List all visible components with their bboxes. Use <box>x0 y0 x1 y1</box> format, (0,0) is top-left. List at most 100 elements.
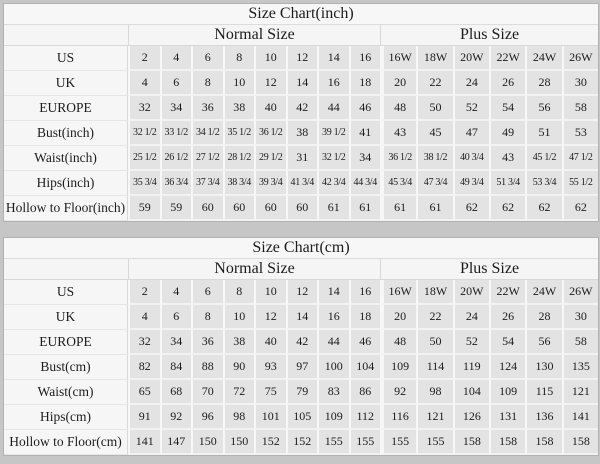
size-cell: 60 <box>222 196 254 221</box>
size-cell: 24W <box>525 280 562 305</box>
size-cell: 135 <box>561 355 598 380</box>
row-label: US <box>4 280 128 305</box>
size-cell: 18W <box>416 46 453 71</box>
table-title: Size Chart(inch) <box>4 4 599 25</box>
size-cell: 121 <box>561 380 598 405</box>
size-cell: 61 <box>348 196 380 221</box>
size-cell: 61 <box>416 196 453 221</box>
size-cell: 22W <box>488 46 526 71</box>
size-cell: 6 <box>159 71 191 96</box>
size-cell: 72 <box>222 380 254 405</box>
size-cell: 14 <box>285 71 317 96</box>
size-cell: 48 <box>380 330 417 355</box>
size-cell: 56 <box>525 330 562 355</box>
size-cell: 26 <box>488 305 526 330</box>
group-header-normal-size: Normal Size <box>128 259 380 280</box>
size-cell: 27 1/2 <box>191 146 223 171</box>
size-cell: 18 <box>348 305 380 330</box>
size-cell: 56 <box>525 96 562 121</box>
size-cell: 32 1/2 <box>317 146 349 171</box>
size-cell: 47 <box>452 121 489 146</box>
size-cell: 104 <box>348 355 380 380</box>
size-cell: 82 <box>128 355 160 380</box>
size-cell: 158 <box>452 430 489 455</box>
size-cell: 38 <box>285 121 317 146</box>
size-cell: 44 <box>317 330 349 355</box>
size-cell: 29 1/2 <box>254 146 286 171</box>
size-cell: 83 <box>317 380 349 405</box>
size-cell: 24W <box>525 46 562 71</box>
size-cell: 26 <box>488 71 526 96</box>
size-cell: 45 1/2 <box>525 146 562 171</box>
size-cell: 14 <box>317 46 349 71</box>
size-cell: 136 <box>525 405 562 430</box>
size-cell: 46 <box>348 330 380 355</box>
size-cell: 16 <box>348 46 380 71</box>
size-cell: 54 <box>488 330 526 355</box>
size-cell: 158 <box>488 430 526 455</box>
size-cell: 16W <box>380 280 417 305</box>
size-cell: 10 <box>222 305 254 330</box>
size-cell: 61 <box>317 196 349 221</box>
row-label: Hips(cm) <box>4 405 128 430</box>
size-cell: 131 <box>488 405 526 430</box>
size-cell: 93 <box>254 355 286 380</box>
size-cell: 8 <box>222 280 254 305</box>
size-cell: 152 <box>285 430 317 455</box>
size-chart-cm-table: Size Chart(cm) Normal Size Plus Size US 2 4 6 8… <box>3 237 599 456</box>
size-cell: 52 <box>452 96 489 121</box>
row-label: Waist(cm) <box>4 380 128 405</box>
size-cell: 115 <box>525 380 562 405</box>
size-cell: 98 <box>416 380 453 405</box>
size-cell: 36 <box>191 330 223 355</box>
size-cell: 86 <box>348 380 380 405</box>
size-cell: 16W <box>380 46 417 71</box>
size-cell: 124 <box>488 355 526 380</box>
size-cell: 36 1/2 <box>380 146 417 171</box>
size-cell: 16 <box>317 305 349 330</box>
size-cell: 35 3/4 <box>128 171 160 196</box>
size-cell: 105 <box>285 405 317 430</box>
size-cell: 88 <box>191 355 223 380</box>
size-cell: 47 3/4 <box>416 171 453 196</box>
group-header-plus-size: Plus Size <box>380 259 598 280</box>
size-cell: 98 <box>222 405 254 430</box>
size-cell: 42 3/4 <box>317 171 349 196</box>
size-cell: 25 1/2 <box>128 146 160 171</box>
size-cell: 26 1/2 <box>159 146 191 171</box>
table-row: UK 4 6 8 10 12 14 16 18 20 22 24 26 28 30 <box>4 305 598 330</box>
size-cell: 4 <box>128 71 160 96</box>
row-label: EUROPE <box>4 96 128 121</box>
size-cell: 70 <box>191 380 223 405</box>
size-cell: 91 <box>128 405 160 430</box>
size-cell: 53 <box>561 121 599 146</box>
table-row: Hollow to Floor(cm) 141 147 150 150 152 152 155… <box>4 430 598 455</box>
size-cell: 50 <box>416 96 453 121</box>
size-cell: 38 <box>222 330 254 355</box>
corner-cell <box>4 259 128 280</box>
size-cell: 34 <box>348 146 380 171</box>
size-cell: 112 <box>348 405 380 430</box>
size-cell: 30 <box>561 305 598 330</box>
size-cell: 147 <box>159 430 191 455</box>
size-cell: 50 <box>416 330 453 355</box>
size-cell: 130 <box>525 355 562 380</box>
size-cell: 62 <box>488 196 526 221</box>
size-cell: 20W <box>452 46 489 71</box>
size-cell: 54 <box>488 96 526 121</box>
size-cell: 152 <box>254 430 286 455</box>
size-cell: 114 <box>416 355 453 380</box>
table-row: EUROPE 32 34 36 38 40 42 44 46 48 50 52 54 56 58 <box>4 330 598 355</box>
size-cell: 16 <box>317 71 349 96</box>
table-row: US 2 4 6 8 10 12 14 16 16W 18W 20W 22W 24W 26W <box>4 46 599 71</box>
size-cell: 96 <box>191 405 223 430</box>
size-cell: 97 <box>285 355 317 380</box>
corner-cell <box>4 25 128 46</box>
size-cell: 101 <box>254 405 286 430</box>
size-cell: 109 <box>380 355 417 380</box>
size-cell: 22W <box>488 280 526 305</box>
size-cell: 116 <box>380 405 417 430</box>
size-cell: 158 <box>525 430 562 455</box>
size-cell: 126 <box>452 405 489 430</box>
size-cell: 60 <box>285 196 317 221</box>
